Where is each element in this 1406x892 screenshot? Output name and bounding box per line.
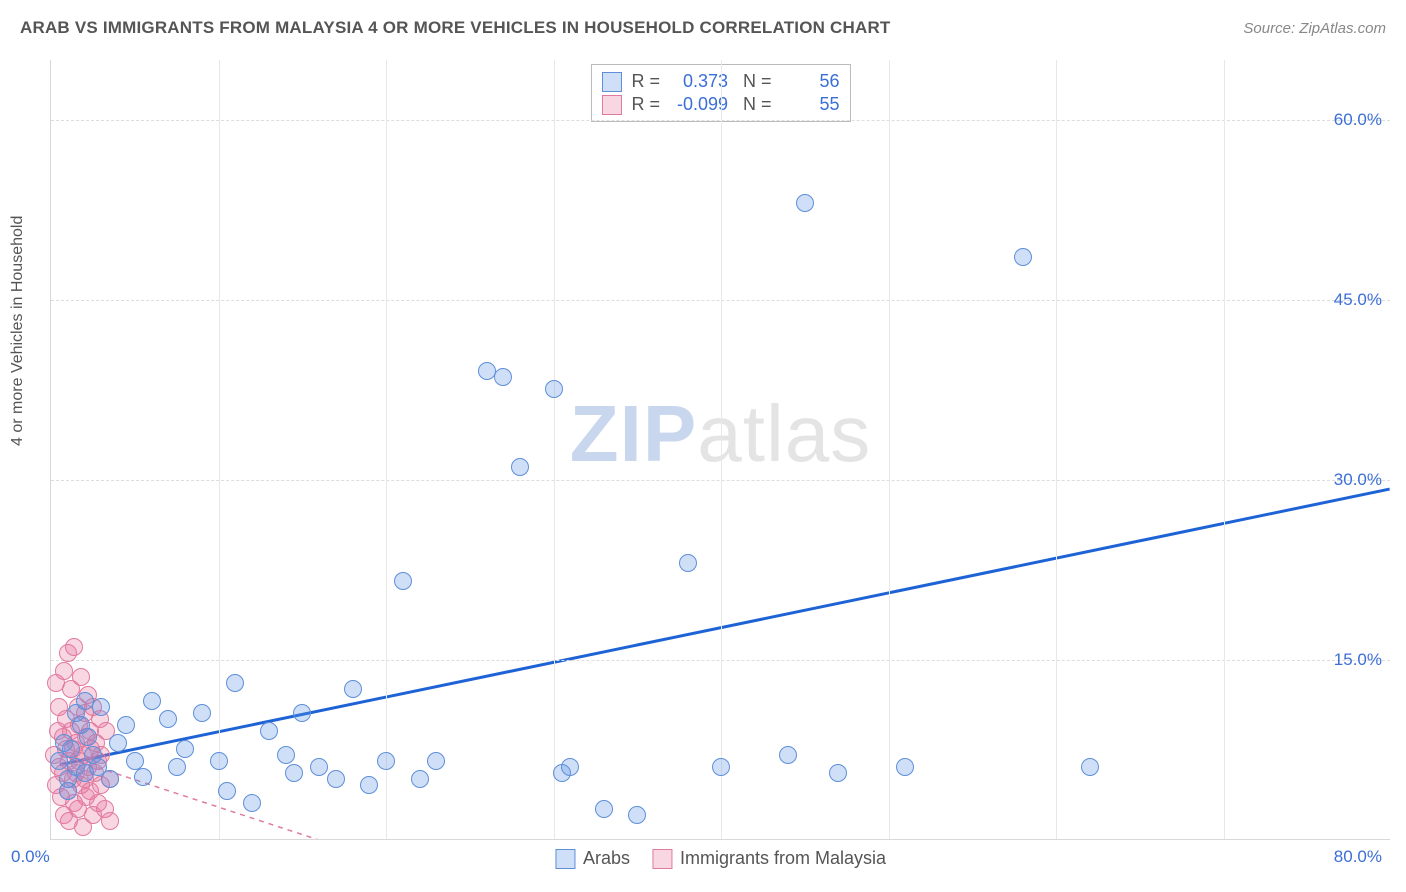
- data-point-arabs: [494, 368, 512, 386]
- data-point-arabs: [829, 764, 847, 782]
- data-point-malaysia: [65, 638, 83, 656]
- n-label: N =: [738, 94, 772, 115]
- data-point-arabs: [779, 746, 797, 764]
- source-label: Source:: [1243, 20, 1299, 37]
- swatch-arabs: [601, 72, 621, 92]
- data-point-arabs: [134, 768, 152, 786]
- data-point-arabs: [176, 740, 194, 758]
- data-point-arabs: [218, 782, 236, 800]
- legend-label-malaysia: Immigrants from Malaysia: [680, 848, 886, 869]
- legend-item-malaysia: Immigrants from Malaysia: [652, 848, 886, 869]
- r-value-arabs: 0.373: [670, 71, 728, 92]
- y-axis-label: 4 or more Vehicles in Household: [9, 216, 27, 446]
- data-point-arabs: [92, 698, 110, 716]
- n-value-arabs: 56: [782, 71, 840, 92]
- x-tick-label: 80.0%: [1334, 847, 1382, 867]
- y-tick-label: 60.0%: [1334, 110, 1382, 130]
- data-point-arabs: [117, 716, 135, 734]
- gridline-v: [889, 60, 890, 839]
- scatter-plot-area: ZIPatlas R = 0.373 N = 56 R = -0.099 N =…: [50, 60, 1390, 840]
- data-point-arabs: [1081, 758, 1099, 776]
- data-point-arabs: [310, 758, 328, 776]
- data-point-arabs: [679, 554, 697, 572]
- data-point-arabs: [193, 704, 211, 722]
- data-point-arabs: [478, 362, 496, 380]
- data-point-arabs: [76, 692, 94, 710]
- legend-item-arabs: Arabs: [555, 848, 630, 869]
- data-point-arabs: [226, 674, 244, 692]
- data-point-arabs: [344, 680, 362, 698]
- data-point-arabs: [327, 770, 345, 788]
- data-point-arabs: [79, 728, 97, 746]
- r-label: R =: [631, 71, 660, 92]
- gridline-v: [219, 60, 220, 839]
- data-point-arabs: [712, 758, 730, 776]
- gridline-v: [554, 60, 555, 839]
- data-point-arabs: [595, 800, 613, 818]
- gridline-v: [386, 60, 387, 839]
- data-point-arabs: [377, 752, 395, 770]
- data-point-malaysia: [47, 674, 65, 692]
- gridline-v: [1224, 60, 1225, 839]
- watermark-part1: ZIP: [570, 389, 697, 478]
- data-point-arabs: [260, 722, 278, 740]
- data-point-arabs: [427, 752, 445, 770]
- source-attribution: Source: ZipAtlas.com: [1243, 20, 1386, 37]
- r-value-malaysia: -0.099: [670, 94, 728, 115]
- y-tick-label: 30.0%: [1334, 470, 1382, 490]
- data-point-arabs: [101, 770, 119, 788]
- data-point-arabs: [59, 782, 77, 800]
- data-point-arabs: [360, 776, 378, 794]
- data-point-arabs: [796, 194, 814, 212]
- n-value-malaysia: 55: [782, 94, 840, 115]
- data-point-arabs: [62, 740, 80, 758]
- data-point-arabs: [1014, 248, 1032, 266]
- swatch-malaysia: [601, 95, 621, 115]
- gridline-v: [721, 60, 722, 839]
- chart-header: ARAB VS IMMIGRANTS FROM MALAYSIA 4 OR MO…: [20, 18, 1386, 38]
- r-label: R =: [631, 94, 660, 115]
- data-point-malaysia: [101, 812, 119, 830]
- legend-swatch-arabs: [555, 849, 575, 869]
- legend-label-arabs: Arabs: [583, 848, 630, 869]
- n-label: N =: [738, 71, 772, 92]
- data-point-arabs: [285, 764, 303, 782]
- data-point-arabs: [511, 458, 529, 476]
- data-point-arabs: [143, 692, 161, 710]
- data-point-arabs: [210, 752, 228, 770]
- data-point-malaysia: [72, 668, 90, 686]
- x-tick-label: 0.0%: [11, 847, 50, 867]
- chart-title: ARAB VS IMMIGRANTS FROM MALAYSIA 4 OR MO…: [20, 18, 891, 38]
- y-tick-label: 15.0%: [1334, 650, 1382, 670]
- gridline-v: [1056, 60, 1057, 839]
- y-tick-label: 45.0%: [1334, 290, 1382, 310]
- data-point-arabs: [277, 746, 295, 764]
- data-point-arabs: [896, 758, 914, 776]
- data-point-arabs: [168, 758, 186, 776]
- data-point-arabs: [159, 710, 177, 728]
- data-point-arabs: [394, 572, 412, 590]
- data-point-arabs: [293, 704, 311, 722]
- data-point-arabs: [545, 380, 563, 398]
- source-value: ZipAtlas.com: [1299, 20, 1386, 37]
- data-point-arabs: [411, 770, 429, 788]
- data-point-arabs: [243, 794, 261, 812]
- legend: Arabs Immigrants from Malaysia: [555, 848, 886, 869]
- watermark-part2: atlas: [697, 389, 871, 478]
- legend-swatch-malaysia: [652, 849, 672, 869]
- data-point-arabs: [561, 758, 579, 776]
- data-point-arabs: [628, 806, 646, 824]
- data-point-arabs: [109, 734, 127, 752]
